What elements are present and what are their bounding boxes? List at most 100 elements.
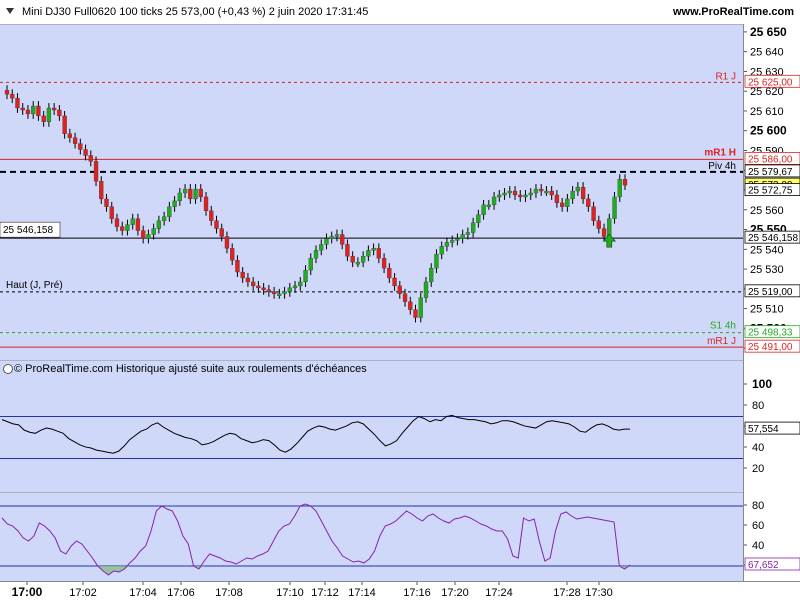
time-axis-label: 17:06 bbox=[167, 587, 195, 599]
candle-body bbox=[78, 143, 83, 150]
candle-body bbox=[99, 180, 104, 200]
price-axis-label: 25 510 bbox=[750, 304, 784, 316]
candle-body bbox=[146, 234, 151, 239]
candle-body bbox=[486, 204, 491, 208]
indicator1-axis[interactable]: 1008060402057,554 bbox=[743, 360, 800, 492]
candle-body bbox=[303, 269, 308, 283]
candle-body bbox=[418, 297, 423, 318]
s14h-label: S1 4h bbox=[710, 321, 736, 332]
indicator2-axis[interactable]: 8060402067,652 bbox=[743, 492, 800, 581]
candle-body bbox=[188, 188, 193, 200]
candle-body bbox=[230, 248, 235, 261]
candle-body bbox=[429, 267, 434, 283]
price-box-mr1h-label: 25 586,00 bbox=[748, 154, 793, 165]
candle-body bbox=[544, 190, 549, 194]
candle-body bbox=[350, 256, 355, 263]
candle-body bbox=[586, 198, 591, 207]
candle-body bbox=[282, 291, 287, 294]
price-box-haut-label: 25 519,00 bbox=[748, 287, 793, 298]
level-left-box bbox=[0, 221, 61, 238]
candle-body bbox=[130, 218, 135, 225]
panel-note: © ProRealTime.com Historique ajusté suit… bbox=[14, 363, 367, 375]
candle-body bbox=[554, 194, 560, 204]
time-axis-label: 17:24 bbox=[485, 587, 513, 599]
candle-body bbox=[224, 236, 230, 249]
candle-body bbox=[245, 277, 251, 283]
time-axis[interactable]: 17:00 17:02 17:04 17:06 17:08 17:10 17:12 17:14… bbox=[0, 581, 800, 601]
candle-body bbox=[83, 149, 88, 156]
candle-body bbox=[313, 250, 319, 259]
chart-menu-button[interactable] bbox=[4, 5, 16, 17]
candle-body bbox=[533, 188, 539, 194]
time-axis-svg: 17:00 17:02 17:04 17:06 17:08 17:10 17:12 17:14… bbox=[12, 582, 613, 599]
candle-body bbox=[402, 293, 408, 302]
buy-arrow-icon bbox=[602, 233, 617, 248]
candle-body bbox=[219, 228, 224, 237]
indicator-line bbox=[1, 503, 631, 576]
price-axis[interactable]: 25 650 25 640 25 630 25 620 25 610 25 600 25 5… bbox=[743, 24, 800, 360]
haut-label: Haut (J, Pré) bbox=[6, 280, 63, 291]
time-axis-label: 17:08 bbox=[215, 587, 243, 599]
price-box-piv4h bbox=[744, 164, 800, 178]
price-box-s14h bbox=[744, 325, 800, 339]
candle-body bbox=[470, 222, 476, 233]
candle-body bbox=[277, 293, 282, 296]
time-axis-label: 17:20 bbox=[441, 587, 469, 599]
candle-body bbox=[539, 188, 544, 192]
price-axis-label: 25 600 bbox=[750, 124, 787, 138]
indicator-axis-label: 100 bbox=[752, 377, 772, 391]
candle-body bbox=[345, 244, 350, 257]
price-box-haut bbox=[744, 284, 800, 298]
indicator-axis-label: 80 bbox=[752, 500, 764, 512]
time-axis-label: 17:14 bbox=[348, 587, 376, 599]
candle-body bbox=[319, 244, 324, 251]
indicator-oversold-fill bbox=[97, 566, 630, 575]
candle-body bbox=[560, 202, 565, 207]
piv4h-label: Piv 4h bbox=[708, 161, 736, 172]
candle-body bbox=[57, 109, 62, 117]
price-box-s14h-label: 25 498,33 bbox=[748, 328, 793, 339]
candle-body bbox=[596, 220, 601, 229]
candle-body bbox=[518, 194, 523, 198]
candle-body bbox=[104, 198, 109, 207]
candle-body bbox=[167, 206, 172, 217]
candle-body bbox=[120, 226, 125, 231]
candle-body bbox=[203, 196, 209, 211]
price-axis-label: 25 640 bbox=[750, 47, 784, 59]
candle-body bbox=[261, 287, 266, 291]
chart-header: Mini DJ30 Full0620 100 ticks 25 573,00 (… bbox=[0, 0, 800, 25]
candle-body bbox=[20, 107, 25, 111]
price-box-other-label: 25 572,75 bbox=[748, 186, 793, 197]
candle-body bbox=[334, 234, 340, 237]
candle-body bbox=[209, 210, 214, 221]
candle-body bbox=[392, 277, 397, 287]
chevron-down-icon bbox=[6, 8, 14, 14]
candle-body bbox=[376, 248, 381, 259]
candle-body bbox=[67, 133, 72, 138]
candle-body bbox=[413, 309, 418, 318]
indicator-value-label: 57,554 bbox=[748, 424, 779, 435]
candle-body bbox=[46, 107, 52, 122]
brand-label: www.ProRealTime.com bbox=[672, 6, 794, 18]
candle-body bbox=[151, 228, 156, 235]
candle-body bbox=[182, 188, 188, 194]
candle-body bbox=[193, 188, 198, 200]
candle-body bbox=[439, 246, 444, 255]
candle-body bbox=[455, 238, 460, 241]
price-axis-label: 25 540 bbox=[750, 244, 784, 256]
price-axis-label: 25 530 bbox=[750, 264, 784, 276]
indicator1-panel[interactable]: © ProRealTime.com Historique ajusté suit… bbox=[0, 360, 743, 493]
candle-body bbox=[381, 258, 387, 269]
price-panel[interactable]: R1 J mR1 H Piv 4h 25 546,158 Haut (J, Pré) S1… bbox=[0, 24, 743, 361]
candle-body bbox=[214, 220, 219, 229]
candle-body bbox=[523, 194, 528, 198]
candle-body bbox=[371, 248, 376, 251]
indicator2-panel[interactable] bbox=[0, 492, 743, 582]
candle-body bbox=[507, 190, 512, 194]
price-box-level-label: 25 546,158 bbox=[748, 233, 798, 244]
candle-body bbox=[360, 256, 366, 263]
mr1j-label: mR1 J bbox=[707, 336, 736, 347]
candle-body bbox=[10, 94, 15, 99]
candle-body bbox=[31, 105, 36, 115]
panel-options-icon[interactable] bbox=[3, 364, 13, 374]
